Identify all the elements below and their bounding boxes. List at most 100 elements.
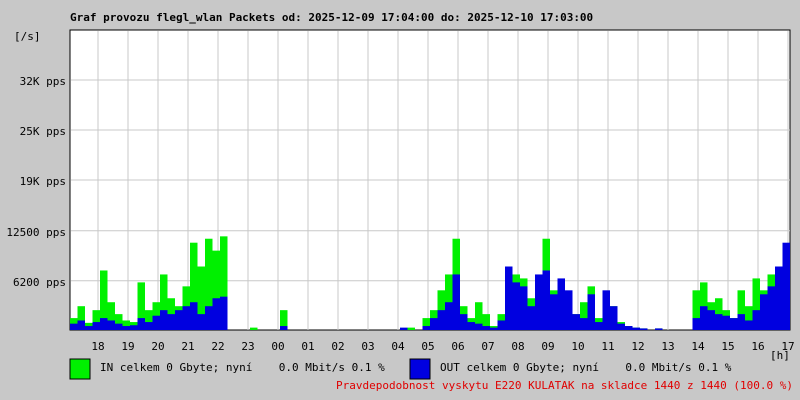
x-tick-label: 05 bbox=[421, 340, 434, 353]
bar bbox=[190, 302, 198, 330]
x-tick-label: 00 bbox=[271, 340, 284, 353]
bar bbox=[587, 294, 595, 330]
bar bbox=[212, 298, 220, 330]
y-tick-label: 6200 pps bbox=[13, 276, 66, 289]
x-axis-label: [h] bbox=[770, 349, 790, 362]
bar bbox=[767, 286, 775, 330]
chart-title: Graf provozu flegl_wlan Packets od: 2025… bbox=[70, 11, 593, 24]
bar bbox=[535, 274, 543, 330]
bar bbox=[115, 314, 123, 330]
bar bbox=[422, 326, 430, 330]
x-tick-label: 08 bbox=[511, 340, 524, 353]
bar bbox=[505, 266, 513, 330]
x-tick-label: 16 bbox=[751, 340, 764, 353]
bar bbox=[205, 306, 213, 330]
bar bbox=[707, 310, 715, 330]
bar bbox=[445, 302, 453, 330]
x-tick-label: 07 bbox=[481, 340, 494, 353]
bar bbox=[422, 318, 430, 330]
y-axis-label: [/s] bbox=[14, 30, 41, 43]
bar bbox=[610, 306, 618, 330]
x-tick-label: 01 bbox=[301, 340, 314, 353]
bar bbox=[760, 294, 768, 330]
bar bbox=[730, 318, 738, 330]
bar bbox=[107, 302, 115, 330]
bar bbox=[745, 306, 753, 330]
bar bbox=[640, 328, 648, 330]
x-tick-label: 06 bbox=[451, 340, 464, 353]
bar bbox=[77, 306, 85, 330]
bar bbox=[737, 314, 745, 330]
bar bbox=[190, 242, 198, 330]
bar bbox=[715, 314, 723, 330]
legend: IN celkem 0 Gbyte; nyní 0.0 Mbit/s 0.1 %… bbox=[69, 358, 732, 380]
bar bbox=[100, 270, 108, 330]
y-tick-label: 25K pps bbox=[20, 125, 66, 138]
bar bbox=[107, 320, 115, 330]
x-tick-label: 17 bbox=[781, 340, 794, 353]
legend-swatch bbox=[69, 358, 91, 380]
bar bbox=[152, 315, 160, 330]
bar bbox=[512, 282, 520, 330]
bar bbox=[197, 314, 205, 330]
bar bbox=[220, 236, 228, 330]
labels: 18 19 20 21 22 23 00 01 02 03 04 05 06 07 08 09 10 11 12 13… bbox=[6, 75, 794, 353]
bar bbox=[92, 322, 100, 330]
bar bbox=[197, 266, 205, 330]
y-tick-label: 32K pps bbox=[20, 75, 66, 88]
bar bbox=[437, 310, 445, 330]
bar bbox=[400, 327, 408, 330]
x-tick-label: 14 bbox=[691, 340, 705, 353]
x-tick-label: 23 bbox=[241, 340, 254, 353]
bar bbox=[722, 315, 730, 330]
bar bbox=[145, 310, 153, 330]
bar bbox=[280, 310, 288, 330]
bar bbox=[752, 278, 760, 330]
bar bbox=[220, 296, 228, 330]
bar bbox=[632, 327, 640, 330]
bar bbox=[92, 310, 100, 330]
bar bbox=[572, 314, 580, 330]
bar bbox=[782, 242, 790, 330]
x-tick-label: 13 bbox=[661, 340, 674, 353]
bar bbox=[182, 306, 190, 330]
bar bbox=[160, 274, 168, 330]
bar bbox=[595, 322, 603, 330]
x-tick-label: 21 bbox=[181, 340, 194, 353]
bar bbox=[137, 282, 145, 330]
bar bbox=[737, 290, 745, 330]
bar bbox=[430, 318, 438, 330]
bar bbox=[452, 274, 460, 330]
bar bbox=[580, 318, 588, 330]
bar bbox=[205, 238, 213, 330]
x-tick-label: 09 bbox=[541, 340, 554, 353]
x-tick-label: 12 bbox=[631, 340, 644, 353]
x-tick-label: 10 bbox=[571, 340, 584, 353]
bar bbox=[115, 323, 123, 330]
bar bbox=[137, 318, 145, 330]
bar bbox=[467, 322, 475, 330]
x-tick-label: 02 bbox=[331, 340, 344, 353]
bar bbox=[692, 318, 700, 330]
bar bbox=[580, 302, 588, 330]
bar bbox=[122, 326, 130, 330]
bar bbox=[77, 320, 85, 330]
bar bbox=[542, 270, 550, 330]
x-tick-label: 18 bbox=[91, 340, 104, 353]
bar bbox=[482, 326, 490, 330]
bar bbox=[475, 323, 483, 330]
bar bbox=[475, 302, 483, 330]
bar bbox=[145, 322, 153, 330]
x-tick-label: 19 bbox=[121, 340, 134, 353]
bar bbox=[160, 310, 168, 330]
bar bbox=[482, 314, 490, 330]
bar bbox=[752, 310, 760, 330]
bar bbox=[70, 323, 78, 330]
bar bbox=[250, 327, 258, 330]
x-tick-label: 11 bbox=[601, 340, 614, 353]
bar bbox=[557, 278, 565, 330]
bar bbox=[550, 294, 558, 330]
bar bbox=[490, 327, 498, 330]
legend-swatch bbox=[409, 358, 431, 380]
